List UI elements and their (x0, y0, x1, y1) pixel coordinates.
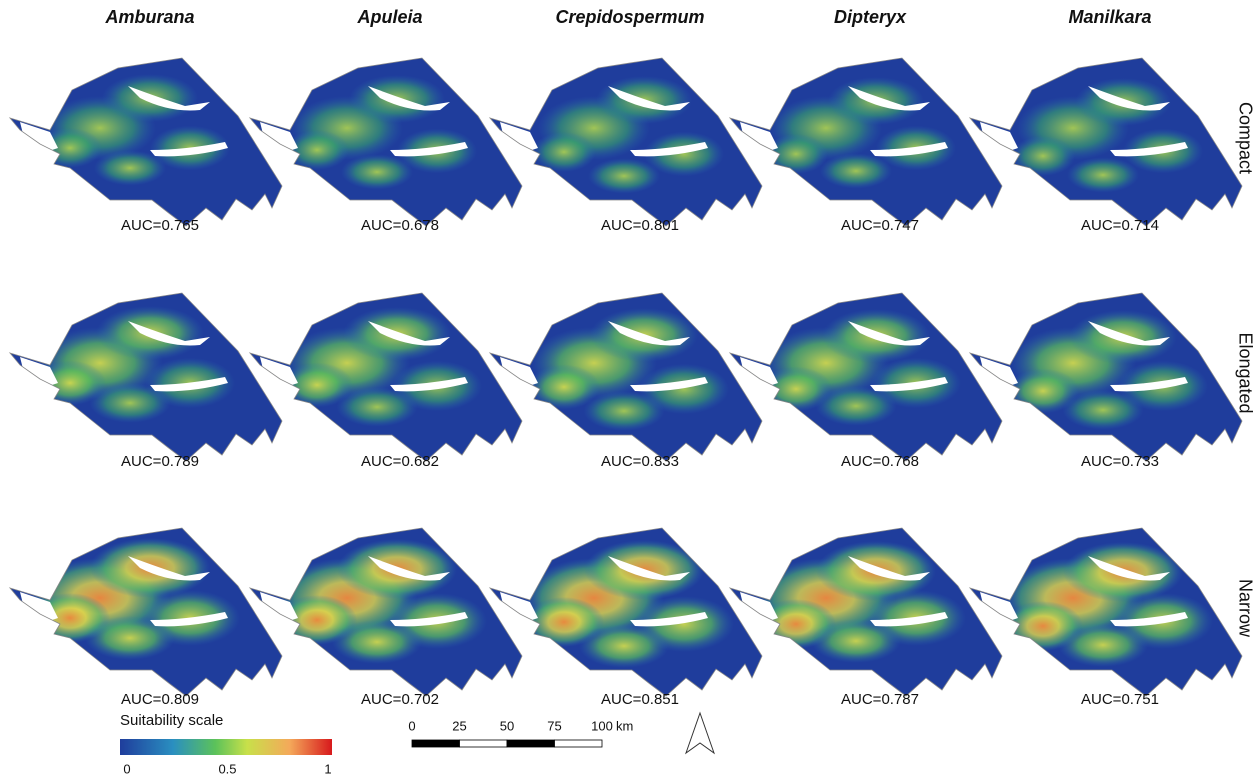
suitability-map (730, 58, 1010, 228)
suitability-patch (816, 386, 897, 426)
legend-tick-label: 0.5 (218, 761, 236, 776)
color-ramp (120, 739, 332, 755)
auc-label: AUC=0.714 (1081, 217, 1159, 234)
scale-tick-label: 25 (452, 718, 466, 733)
row-label: Compact (1235, 102, 1255, 174)
suitability-patch (1063, 390, 1144, 430)
auc-label: AUC=0.733 (1081, 453, 1159, 470)
suitability-map (10, 58, 290, 228)
auc-label: AUC=0.833 (601, 453, 679, 470)
map-raster (730, 58, 1010, 228)
auc-label: AUC=0.765 (121, 217, 199, 234)
suitability-map (250, 293, 530, 463)
legend-title: Suitability scale (120, 712, 223, 729)
suitability-map (970, 293, 1250, 463)
scale-tick-label: 0 (408, 718, 415, 733)
suitability-map (970, 528, 1250, 698)
suitability-map (10, 528, 290, 698)
suitability-patch (588, 158, 660, 193)
scale-tick-label: 50 (500, 718, 514, 733)
scale-segment (412, 740, 460, 747)
suitability-patch (1058, 623, 1148, 667)
map-raster (250, 58, 530, 228)
suitability-patch (584, 391, 665, 431)
map-raster (10, 58, 290, 228)
column-title: Apuleia (356, 7, 422, 27)
auc-label: AUC=0.809 (121, 691, 199, 708)
map-raster (970, 528, 1250, 698)
auc-label: AUC=0.789 (121, 453, 199, 470)
column-title: Crepidospermum (555, 7, 704, 27)
auc-label: AUC=0.851 (601, 691, 679, 708)
suitability-patch (1067, 157, 1139, 192)
north-arrow (686, 713, 714, 753)
suitability-map (250, 58, 530, 228)
suitability-patch (337, 387, 418, 427)
auc-label: AUC=0.702 (361, 691, 439, 708)
map-raster (250, 528, 530, 698)
map-raster (970, 58, 1250, 228)
map-raster (10, 528, 290, 698)
auc-label: AUC=0.801 (601, 217, 679, 234)
legend-tick-label: 1 (324, 761, 331, 776)
map-raster (10, 293, 290, 463)
map-raster (730, 528, 1010, 698)
suitability-map (490, 293, 770, 463)
suitability-map (970, 58, 1250, 228)
suitability-patch (579, 624, 669, 668)
map-raster (490, 528, 770, 698)
suitability-patch (332, 620, 422, 664)
auc-label: AUC=0.678 (361, 217, 439, 234)
scale-tick-label: 100 (591, 718, 613, 733)
auc-label: AUC=0.682 (361, 453, 439, 470)
auc-label: AUC=0.787 (841, 691, 919, 708)
scale-tick-label: 75 (547, 718, 561, 733)
legend-tick-label: 0 (123, 761, 130, 776)
map-raster (730, 293, 1010, 463)
map-raster (490, 293, 770, 463)
suitability-patch (341, 154, 413, 189)
column-title: Dipteryx (834, 7, 907, 27)
scale-segment (555, 740, 603, 747)
suitability-map (490, 58, 770, 228)
map-raster (250, 293, 530, 463)
column-title: Amburana (104, 7, 194, 27)
row-label: Narrow (1235, 579, 1255, 638)
suitability-patch (820, 153, 892, 188)
suitability-map (10, 293, 290, 463)
suitability-map (250, 528, 530, 698)
scale-segment (507, 740, 555, 747)
suitability-patch (1011, 136, 1075, 176)
column-title: Manilkara (1068, 7, 1151, 27)
auc-label: AUC=0.768 (841, 453, 919, 470)
auc-label: AUC=0.751 (1081, 691, 1159, 708)
row-label: Elongated (1235, 332, 1255, 413)
figure: Suitability scale 0 0.5 1 Amburana Apuleia C… (0, 0, 1259, 778)
scale-segment (460, 740, 508, 747)
legend: Suitability scale 0 0.5 1 (120, 712, 332, 776)
map-raster (490, 58, 770, 228)
suitability-map (730, 293, 1010, 463)
auc-label: AUC=0.747 (841, 217, 919, 234)
scale-bar: 0 25 50 75 100km (408, 718, 633, 747)
suitability-map (490, 528, 770, 698)
scale-unit: km (616, 718, 633, 733)
suitability-map (730, 528, 1010, 698)
map-raster (970, 293, 1250, 463)
